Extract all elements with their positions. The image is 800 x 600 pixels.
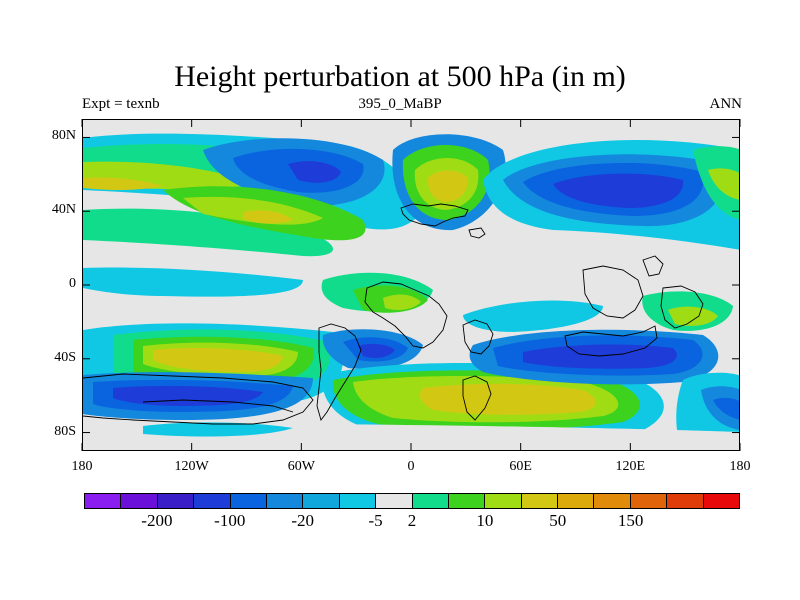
colorbar-box	[303, 494, 340, 508]
contour-region	[83, 208, 333, 257]
contour-region	[668, 306, 718, 326]
coastline	[462, 375, 492, 421]
colorbar-box	[558, 494, 595, 508]
contour-region	[113, 385, 263, 406]
coastline	[462, 319, 494, 355]
contour-region	[243, 210, 293, 224]
colorbar-box	[485, 494, 522, 508]
x-tick-label: 120E	[615, 459, 646, 474]
season-label: ANN	[709, 96, 743, 112]
y-tick-label: 80N	[51, 128, 76, 144]
contour-region	[153, 348, 283, 372]
colorbar-box	[412, 494, 449, 508]
coastline	[83, 373, 314, 425]
x-tick-label: 60W	[287, 459, 315, 474]
coastline	[316, 323, 362, 421]
colorbar-box	[630, 494, 668, 508]
colorbar-box	[521, 494, 559, 508]
colorbar-box	[667, 494, 704, 508]
colorbar-box	[230, 494, 267, 508]
colorbar-box	[194, 494, 231, 508]
x-tick-label: 120W	[174, 459, 209, 474]
coastline	[468, 227, 486, 239]
experiment-label: Expt = texnb	[82, 96, 160, 112]
colorbar-box	[85, 494, 122, 508]
contour-region	[713, 397, 739, 420]
contour-region	[553, 173, 684, 208]
x-tick-label: 180	[71, 459, 93, 474]
contour-region	[420, 383, 596, 415]
colorbar-label: -5	[368, 511, 383, 530]
y-tick-label: 40N	[51, 202, 76, 218]
y-tick-label: 40S	[54, 349, 76, 365]
coastline	[564, 325, 658, 357]
colorbar-box	[121, 494, 158, 508]
colorbar-box	[266, 494, 304, 508]
coastline	[400, 203, 469, 227]
coastline	[642, 255, 664, 277]
contour-region	[83, 267, 303, 297]
colorbar-label: 10	[476, 511, 494, 530]
x-tick-label: 60E	[509, 459, 532, 474]
contour-region	[427, 170, 468, 202]
contour-region	[463, 300, 603, 332]
contour-region	[383, 294, 421, 310]
colorbar-label: -100	[214, 511, 246, 530]
colorbar-label: 50	[549, 511, 567, 530]
colorbar-box	[703, 494, 740, 508]
y-tick-label: 0	[69, 276, 76, 291]
coastlines	[83, 203, 704, 425]
colorbar-box	[376, 494, 413, 508]
chart-title: Height perturbation at 500 hPa (in m)	[174, 60, 626, 93]
colorbar-box	[157, 494, 195, 508]
coastline	[364, 281, 448, 349]
contour-region	[143, 422, 293, 437]
colorbar-label: 2	[407, 511, 417, 530]
contour-region	[288, 161, 341, 183]
height-perturbation-map	[83, 120, 739, 450]
colorbar-label: -200	[141, 511, 173, 530]
map-plot-area	[82, 119, 740, 451]
contour-region	[83, 177, 163, 190]
colorbar-box	[594, 494, 631, 508]
x-tick-label: 180	[729, 459, 751, 474]
coastline	[142, 399, 294, 413]
y-tick-label: 80S	[54, 423, 76, 439]
colorbar-label: 150	[617, 511, 644, 530]
contour-region	[523, 344, 677, 369]
contour-region	[358, 343, 395, 358]
contour-region	[708, 168, 739, 200]
colorbar-box	[339, 494, 377, 508]
x-tick-label: 0	[407, 459, 415, 474]
period-label: 395_0_MaBP	[358, 96, 442, 112]
colorbar	[84, 493, 740, 509]
colorbar-box	[448, 494, 486, 508]
coastline	[660, 285, 704, 329]
coastline	[582, 265, 644, 319]
colorbar-label: -20	[291, 511, 314, 530]
